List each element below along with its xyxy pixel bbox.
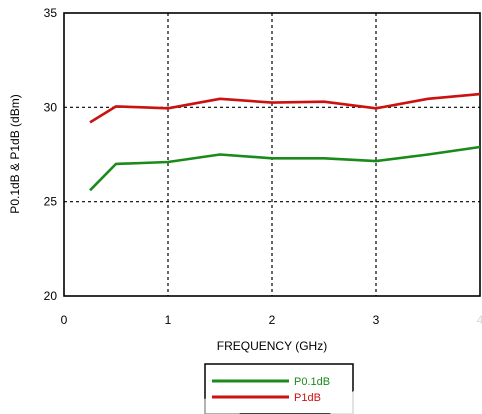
watermark [160,300,482,414]
y-tick-label: 20 [44,289,58,303]
y-tick-label: 30 [44,100,58,114]
x-tick-label: 0 [61,313,68,327]
x-tick-label: 3 [373,313,380,327]
y-tick-label: 35 [44,6,58,20]
legend-label-p1db: P1dB [294,392,321,404]
y-tick-labels: 20 25 30 35 [44,6,58,303]
legend-label-p01db: P0.1dB [294,376,330,388]
series-layer [89,92,481,192]
x-tick-labels: 01234 [61,313,482,327]
series-line-p01db [89,145,481,192]
grid-lines [64,13,480,296]
series-line-p1db [89,92,481,124]
x-tick-label: 2 [269,313,276,327]
y-tick-label: 25 [44,195,58,209]
x-axis-label: FREQUENCY (GHz) [217,339,327,353]
x-tick-label: 1 [165,313,172,327]
y-axis-label: P0.1dB & P1dB (dBm) [8,94,22,213]
